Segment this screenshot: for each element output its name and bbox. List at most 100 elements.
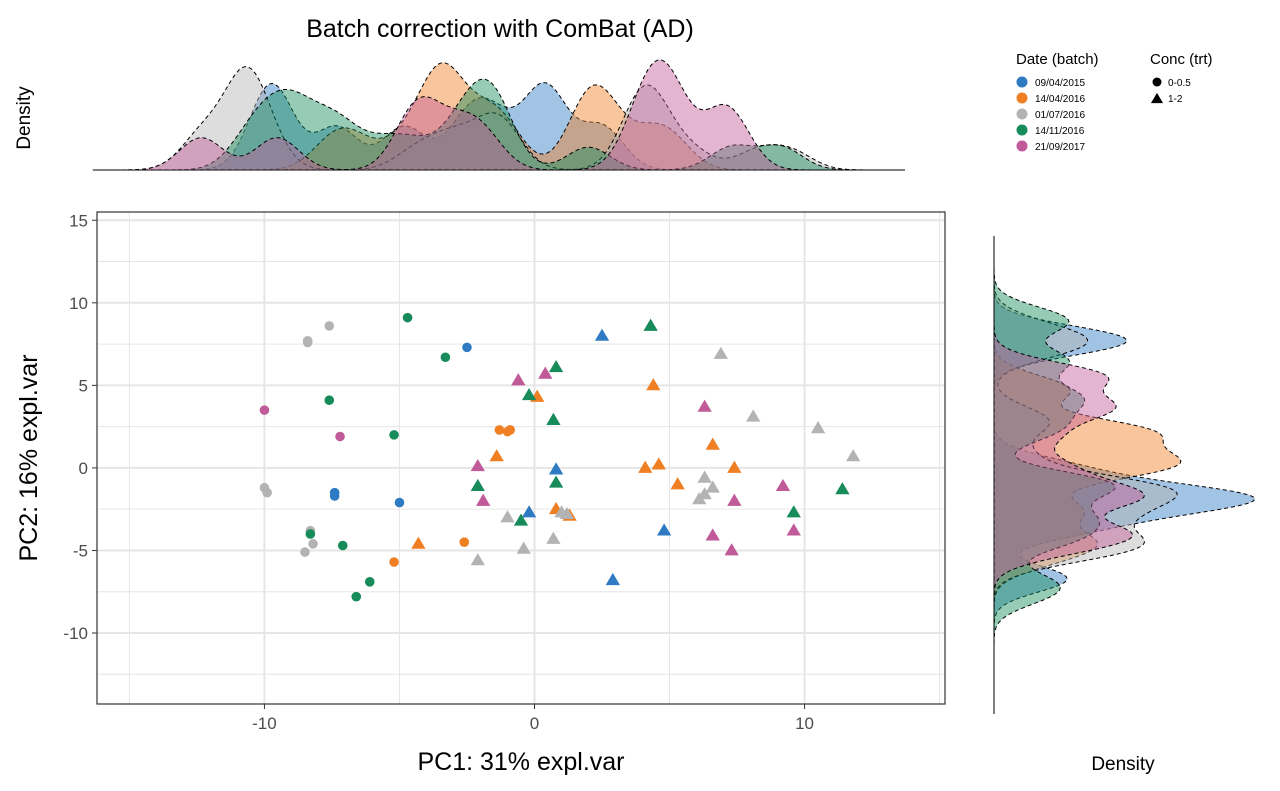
legend-batch-key bbox=[1016, 108, 1028, 120]
data-point-triangle bbox=[646, 378, 661, 391]
data-point-triangle bbox=[489, 449, 504, 462]
data-point-circle bbox=[505, 425, 515, 435]
data-point-triangle bbox=[670, 477, 685, 490]
data-point-triangle bbox=[548, 462, 564, 475]
data-point-triangle bbox=[724, 543, 739, 556]
legend-batch-key bbox=[1016, 76, 1028, 88]
y-tick-label: -5 bbox=[73, 541, 88, 560]
data-point-triangle bbox=[775, 478, 791, 491]
data-point-triangle bbox=[846, 449, 861, 462]
data-point-triangle bbox=[605, 572, 620, 586]
x-axis-label: PC1: 31% expl.var bbox=[417, 748, 624, 776]
legend-trt-title: Conc (trt) bbox=[1150, 51, 1213, 68]
plot-background bbox=[97, 212, 945, 704]
data-point-triangle bbox=[511, 373, 526, 386]
x-axis-ticks: -10 0 10 bbox=[252, 704, 814, 733]
data-point-triangle bbox=[500, 510, 515, 523]
chart-title: Batch correction with ComBat (AD) bbox=[306, 15, 694, 43]
data-point-triangle bbox=[546, 412, 561, 425]
top-density-curve bbox=[93, 59, 905, 171]
grid-lines bbox=[97, 212, 945, 704]
data-point-triangle bbox=[470, 459, 485, 472]
data-point-triangle bbox=[727, 493, 742, 506]
data-point-triangle bbox=[656, 523, 672, 536]
y-tick-label: 10 bbox=[69, 294, 88, 313]
right-density-curve bbox=[993, 236, 1116, 714]
data-point-triangle bbox=[513, 513, 529, 526]
top-density-panel bbox=[93, 59, 905, 171]
data-point-triangle bbox=[697, 399, 712, 412]
legend-trt-label: 0-0.5 bbox=[1168, 78, 1191, 89]
data-point-circle bbox=[389, 557, 399, 567]
data-point-circle bbox=[302, 337, 313, 348]
top-density-ylabel: Density bbox=[14, 86, 35, 150]
y-tick-label: -10 bbox=[63, 624, 88, 643]
data-point-circle bbox=[394, 497, 405, 508]
y-tick-label: 5 bbox=[79, 376, 88, 395]
y-tick-label: 0 bbox=[79, 459, 88, 478]
data-point-triangle bbox=[594, 328, 610, 341]
data-point-triangle bbox=[638, 460, 653, 473]
legend-trt-key bbox=[1150, 92, 1164, 104]
data-point-circle bbox=[402, 312, 413, 323]
top-density-curve bbox=[93, 66, 905, 171]
data-point-triangle bbox=[470, 478, 485, 491]
x-tick-label: 0 bbox=[530, 714, 539, 733]
legend-batch-label: 21/09/2017 bbox=[1035, 142, 1085, 153]
data-point-triangle bbox=[548, 359, 564, 373]
data-point-triangle bbox=[835, 482, 850, 495]
data-point-triangle bbox=[546, 531, 561, 544]
data-point-circle bbox=[337, 540, 348, 551]
legend-batch-key bbox=[1016, 92, 1028, 104]
data-point-triangle bbox=[411, 536, 426, 549]
legend: Date (batch) Conc (trt) 09/04/2015 14/04/… bbox=[1016, 51, 1213, 153]
data-point-triangle bbox=[643, 318, 658, 331]
data-point-triangle bbox=[697, 470, 712, 483]
legend-batch-label: 09/04/2015 bbox=[1035, 78, 1085, 89]
right-density-panel bbox=[993, 236, 1256, 714]
data-point-triangle bbox=[651, 457, 666, 470]
legend-batch-label: 01/07/2016 bbox=[1035, 110, 1085, 121]
data-point-triangle bbox=[746, 409, 761, 422]
data-point-triangle bbox=[470, 553, 485, 566]
data-point-circle bbox=[351, 591, 362, 602]
data-point-circle bbox=[305, 529, 316, 539]
data-point-triangle bbox=[705, 437, 720, 450]
data-point-circle bbox=[440, 352, 451, 363]
data-point-triangle bbox=[786, 523, 801, 536]
data-point-circle bbox=[259, 405, 270, 415]
data-point-circle bbox=[459, 537, 470, 548]
legend-trt-key bbox=[1152, 77, 1162, 87]
data-point-circle bbox=[324, 321, 335, 331]
x-tick-label: 10 bbox=[795, 714, 814, 733]
data-point-triangle bbox=[476, 493, 491, 506]
x-tick-label: -10 bbox=[252, 714, 277, 733]
data-point-circle bbox=[329, 491, 340, 501]
data-point-triangle bbox=[786, 505, 801, 518]
data-point-circle bbox=[324, 395, 335, 406]
data-point-circle bbox=[308, 539, 318, 549]
data-point-triangle bbox=[521, 388, 537, 401]
data-point-triangle bbox=[516, 541, 531, 554]
right-density-curve bbox=[993, 236, 1145, 714]
data-point-triangle bbox=[810, 421, 826, 434]
right-density-xlabel: Density bbox=[1091, 754, 1155, 775]
legend-batch-title: Date (batch) bbox=[1016, 51, 1099, 68]
legend-trt-label: 1-2 bbox=[1168, 94, 1183, 105]
data-point-circle bbox=[494, 425, 505, 435]
y-axis-label: PC2: 16% expl.var bbox=[15, 354, 43, 561]
legend-batch-key bbox=[1016, 140, 1028, 152]
data-point-triangle bbox=[559, 506, 575, 520]
data-point-circle bbox=[364, 577, 375, 587]
top-density-curve bbox=[93, 78, 905, 171]
legend-batch-label: 14/04/2016 bbox=[1035, 94, 1085, 105]
data-point-circle bbox=[462, 342, 472, 353]
data-point-circle bbox=[389, 430, 399, 440]
data-point-circle bbox=[262, 487, 272, 498]
data-point-circle bbox=[300, 547, 310, 557]
data-point-triangle bbox=[727, 460, 742, 473]
data-point-triangle bbox=[713, 346, 728, 359]
data-point-triangle bbox=[705, 528, 720, 541]
data-point-triangle bbox=[538, 366, 553, 379]
